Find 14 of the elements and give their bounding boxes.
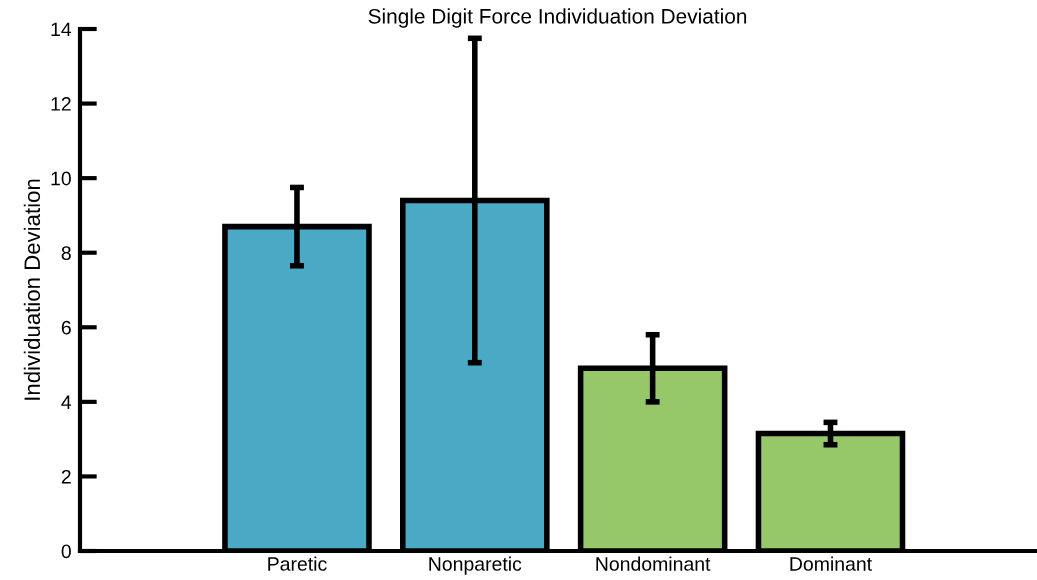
- y-tick-label: 6: [61, 320, 71, 335]
- y-tick-label: 14: [51, 22, 72, 37]
- y-tick-label: 12: [51, 97, 71, 111]
- chart-title: Single Digit Force Individuation Deviation: [368, 8, 747, 28]
- y-tick-label: 0: [61, 544, 71, 559]
- x-tick-label: Paretic: [268, 556, 327, 571]
- x-tick-label: Dominant: [790, 556, 872, 571]
- y-tick-label: 2: [61, 469, 71, 484]
- x-tick-label: Nonparetic: [429, 556, 522, 575]
- y-tick-label: 8: [61, 246, 71, 260]
- y-tick-label: 10: [51, 171, 71, 186]
- x-tick-label: Nondominant: [596, 556, 711, 571]
- y-tick-label: 4: [61, 395, 72, 409]
- y-axis-title: Individuation Deviation: [23, 179, 41, 400]
